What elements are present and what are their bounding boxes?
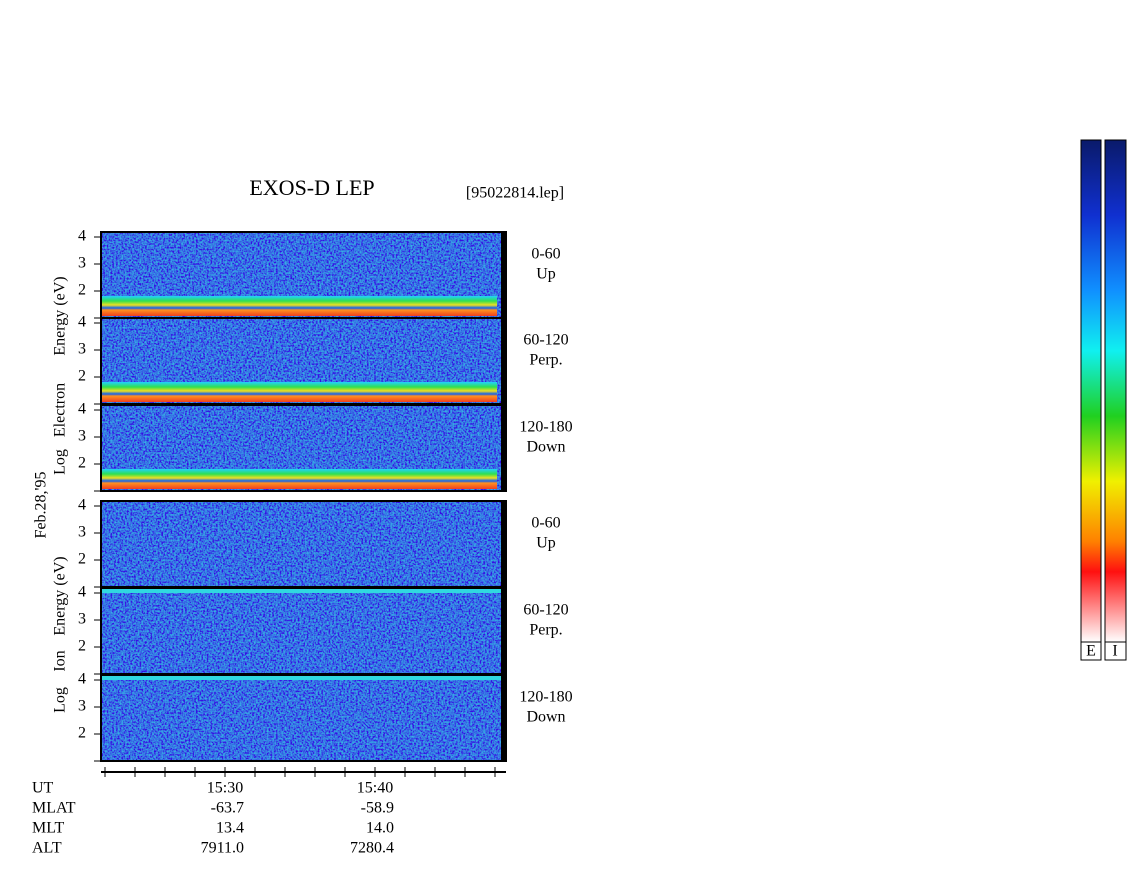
colorbar-box (1080, 641, 1102, 661)
y-tick-label: 4 (78, 497, 86, 514)
axis-label: Log (52, 687, 69, 713)
panel-label: 120-180 (519, 689, 572, 706)
ephemeris-label: UT (32, 780, 54, 797)
panel-label: Down (526, 439, 565, 456)
panel-label: 60-120 (523, 332, 568, 349)
x-tick-label: 15:40 (357, 780, 393, 797)
y-tick-label: 2 (78, 725, 86, 742)
edge-strip (501, 318, 507, 404)
edge-strip (501, 405, 507, 491)
x-axis (101, 767, 506, 777)
panel-label: 0-60 (531, 246, 560, 263)
panel-label: Up (536, 535, 556, 552)
title: EXOS-D LEP (249, 175, 374, 200)
x-tick-label: 15:30 (207, 780, 243, 797)
panel-frame (100, 674, 507, 762)
panel-label: Up (536, 266, 556, 283)
edge-strip (501, 675, 507, 761)
spectrogram-noise (101, 588, 501, 674)
panel-label: 0-60 (531, 515, 560, 532)
date-label: Feb.28,'95 (33, 472, 50, 539)
ephemeris-value: -63.7 (211, 800, 244, 817)
panel-frame (100, 404, 507, 492)
y-tick-label: 3 (78, 341, 86, 358)
panel-label: Perp. (529, 622, 562, 639)
panel-label: Down (526, 709, 565, 726)
y-tick-label: 4 (78, 228, 86, 245)
y-tick-label: 2 (78, 368, 86, 385)
y-tick-label: 2 (78, 282, 86, 299)
edge-strip (501, 501, 507, 587)
x-ticks (104, 767, 496, 777)
axis-label: Electron (52, 383, 69, 437)
panel-label: Perp. (529, 352, 562, 369)
panel-label: 120-180 (519, 419, 572, 436)
y-tick-label: 3 (78, 255, 86, 272)
ephemeris-value: 7280.4 (350, 840, 394, 857)
colorbar-label: E (1086, 643, 1096, 660)
ephemeris-label: MLT (32, 820, 65, 837)
axis-label: Ion (52, 650, 69, 671)
ephemeris-value: 7911.0 (201, 840, 244, 857)
y-tick-label: 3 (78, 611, 86, 628)
ephemeris-label: MLAT (32, 800, 76, 817)
ion-edge (101, 589, 501, 593)
y-tick-label: 4 (78, 671, 86, 688)
colorbar (1104, 139, 1127, 643)
y-tick-label: 3 (78, 428, 86, 445)
y-tick-label: 4 (78, 401, 86, 418)
y-tick-label: 2 (78, 551, 86, 568)
ion-edge (101, 676, 501, 680)
ephemeris: UT 15:30 15:40 MLAT -63.7 -58.9 MLT 13.4 14.0 ALT… (32, 780, 394, 857)
colorbar-box (1104, 641, 1127, 661)
colorbar (1080, 139, 1102, 643)
electron-band (101, 382, 497, 402)
axis-label: Energy (eV) (52, 276, 69, 355)
spectrogram-noise (101, 675, 501, 761)
y-tick-label: 4 (78, 314, 86, 331)
y-tick-label: 2 (78, 638, 86, 655)
edge-strip (501, 588, 507, 674)
y-tick-label: 4 (78, 584, 86, 601)
edge-strip (501, 232, 507, 318)
panel-label: 60-120 (523, 602, 568, 619)
y-tick-label: 3 (78, 698, 86, 715)
axis-label: Log (52, 449, 69, 475)
panels: 2 3 4 0-60 Up 2 3 4 60-120 Perp. 2 3 4 120-180 Down 2 3 4… (52, 228, 573, 762)
y-tick-label: 3 (78, 524, 86, 541)
electron-band (101, 469, 497, 489)
colorbar-label: I (1112, 643, 1117, 660)
file-label: [95022814.lep] (466, 185, 564, 202)
ephemeris-value: -58.9 (361, 800, 394, 817)
spectrogram-noise (101, 501, 501, 587)
y-tick-label: 2 (78, 455, 86, 472)
electron-band (101, 296, 497, 316)
ephemeris-value: 13.4 (216, 820, 244, 837)
ephemeris-label: ALT (32, 840, 62, 857)
ephemeris-value: 14.0 (366, 820, 394, 837)
axis-label: Energy (eV) (52, 556, 69, 635)
